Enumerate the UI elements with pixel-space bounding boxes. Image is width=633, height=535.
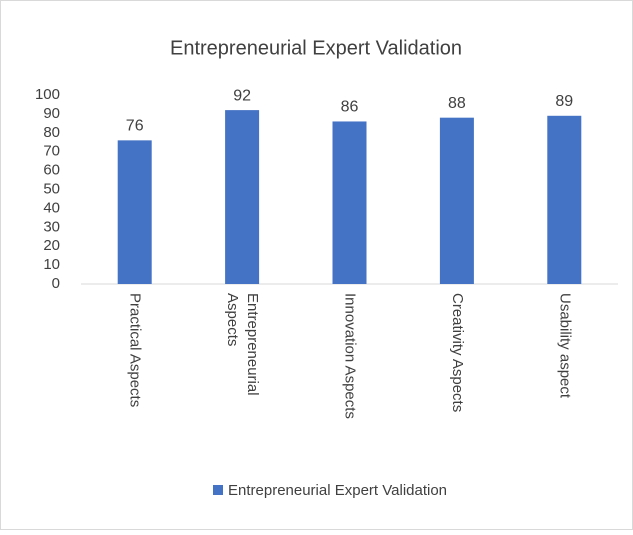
legend-label: Entrepreneurial Expert Validation [228,482,447,499]
bar [225,110,260,285]
data-label: 86 [341,99,359,116]
y-tick-label: 90 [43,105,60,122]
y-tick-label: 10 [43,256,60,273]
bar [439,117,474,285]
y-tick-label: 20 [43,237,60,254]
y-tick-label: 30 [43,218,60,235]
bar [117,140,152,284]
x-tick-label: Entrepreneurial Aspects [224,293,261,400]
data-label: 89 [555,93,573,110]
bar [332,121,367,285]
x-tick-label: Creativity Aspects [449,293,466,412]
chart-title: Entrepreneurial Expert Validation [170,37,462,59]
data-label: 92 [233,87,251,104]
y-tick-label: 70 [43,143,60,160]
x-tick-label: Usability aspect [556,293,573,399]
bar [547,115,582,284]
y-tick-label: 80 [43,124,60,141]
data-label: 88 [448,95,466,112]
y-tick-label: 100 [35,86,60,103]
y-tick-label: 50 [43,180,60,197]
legend-swatch [213,485,223,495]
data-label: 76 [126,118,144,135]
y-tick-label: 40 [43,199,60,216]
y-tick-label: 0 [52,275,60,292]
x-tick-label: Practical Aspects [127,293,144,407]
x-tick-label: Innovation Aspects [342,293,359,419]
y-tick-label: 60 [43,162,60,179]
